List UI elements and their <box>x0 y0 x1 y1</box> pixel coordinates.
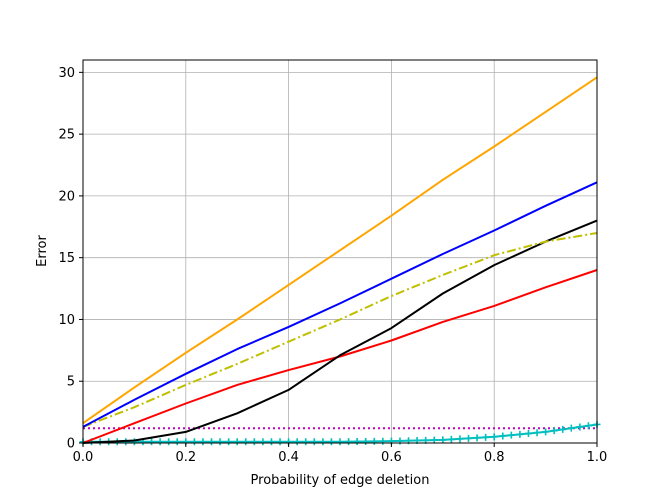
data-point-marker <box>473 434 481 442</box>
data-point-marker <box>516 430 524 438</box>
data-point-marker <box>310 438 318 446</box>
y-tick-label: 15 <box>58 251 75 266</box>
data-point-marker <box>233 438 241 446</box>
data-point-marker <box>156 438 164 446</box>
data-point-marker <box>456 435 464 443</box>
data-point-marker <box>216 438 224 446</box>
data-point-marker <box>225 438 233 446</box>
data-point-marker <box>199 438 207 446</box>
x-tick-label: 0.8 <box>484 450 505 465</box>
data-point-marker <box>362 437 370 445</box>
data-point-marker <box>559 425 567 433</box>
data-point-marker <box>250 438 258 446</box>
y-tick-label: 30 <box>58 66 75 81</box>
data-point-marker <box>370 437 378 445</box>
plot-frame <box>82 59 598 444</box>
data-point-marker <box>499 432 507 440</box>
data-point-marker <box>447 435 455 443</box>
axis-ticks: 0.0 0.2 0.4 0.6 0.8 1.0 0 5 10 15 20 25 30 <box>58 66 607 465</box>
data-point-marker <box>507 431 515 439</box>
data-point-marker <box>550 427 558 435</box>
data-point-marker <box>319 438 327 446</box>
data-point-marker <box>267 438 275 446</box>
data-point-marker <box>584 422 592 430</box>
y-tick-label: 20 <box>58 189 75 204</box>
series-layer <box>79 76 601 446</box>
data-point-marker <box>542 428 550 436</box>
x-tick-label: 0.0 <box>73 450 94 465</box>
y-axis-label: Error <box>35 235 50 267</box>
data-point-marker <box>345 438 353 446</box>
data-point-marker <box>242 438 250 446</box>
data-point-marker <box>490 433 498 441</box>
data-point-marker <box>379 437 387 445</box>
data-point-marker <box>336 438 344 446</box>
data-point-marker <box>208 438 215 446</box>
x-tick-label: 0.6 <box>381 450 402 465</box>
data-point-marker <box>430 436 438 444</box>
y-tick-label: 25 <box>58 128 75 143</box>
series-line-0 <box>82 76 598 425</box>
data-point-marker <box>353 438 361 446</box>
series-line-2 <box>82 232 598 428</box>
data-point-marker <box>148 438 156 446</box>
data-point-marker <box>173 438 181 446</box>
x-tick-label: 1.0 <box>587 450 608 465</box>
data-point-marker <box>276 438 284 446</box>
data-point-marker <box>482 433 490 441</box>
data-point-marker <box>576 423 584 431</box>
x-axis-label: Probability of edge deletion <box>251 473 430 488</box>
data-point-marker <box>130 438 138 446</box>
data-point-marker <box>302 438 310 446</box>
data-point-marker <box>190 438 198 446</box>
data-point-marker <box>165 438 173 446</box>
series-line-1 <box>82 181 598 428</box>
data-point-marker <box>524 430 532 438</box>
data-point-marker <box>293 438 301 446</box>
data-point-marker <box>533 429 541 437</box>
data-point-marker <box>439 436 447 444</box>
data-point-marker <box>259 438 267 446</box>
series-line-4 <box>82 219 598 444</box>
data-point-marker <box>567 424 575 432</box>
x-tick-label: 0.4 <box>278 450 299 465</box>
data-point-marker <box>465 434 472 442</box>
y-tick-label: 10 <box>58 313 75 328</box>
x-tick-label: 0.2 <box>175 450 196 465</box>
y-tick-label: 5 <box>67 375 75 390</box>
y-tick-label: 0 <box>67 437 75 452</box>
data-point-marker <box>327 438 335 446</box>
